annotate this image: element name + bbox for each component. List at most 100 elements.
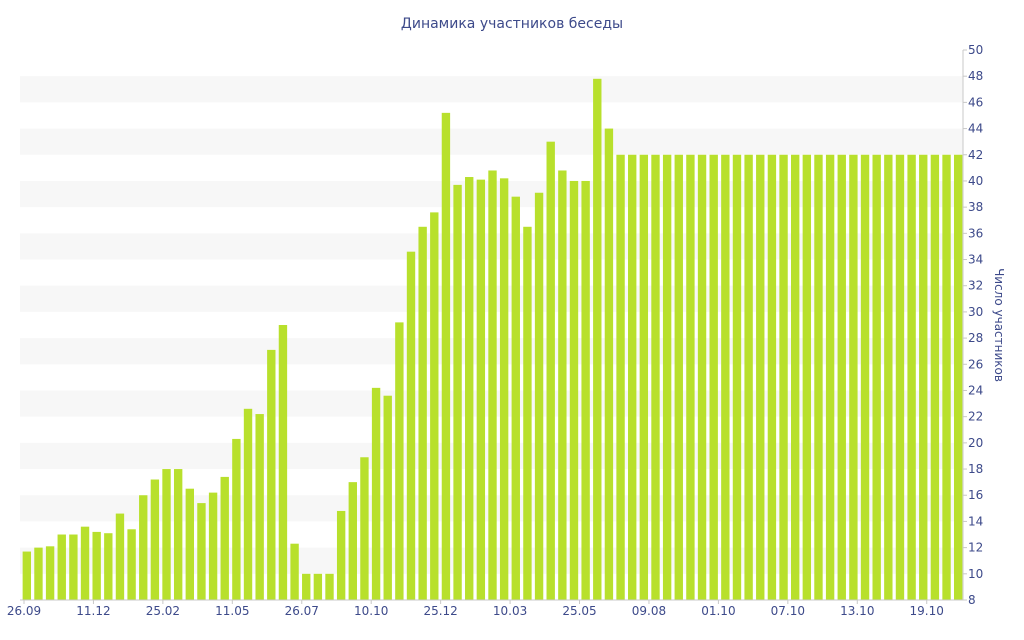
bar[interactable] xyxy=(756,154,765,600)
bar[interactable] xyxy=(767,154,777,600)
bar[interactable] xyxy=(662,154,672,600)
bar[interactable] xyxy=(220,476,229,600)
bar[interactable] xyxy=(907,154,916,600)
bar[interactable] xyxy=(849,154,858,600)
bar[interactable] xyxy=(499,178,509,600)
bar[interactable] xyxy=(511,196,520,601)
bar[interactable] xyxy=(208,492,218,600)
bar[interactable] xyxy=(581,180,590,600)
bar[interactable] xyxy=(232,438,241,600)
bar[interactable] xyxy=(302,573,311,600)
bar[interactable] xyxy=(616,154,625,600)
bar[interactable] xyxy=(441,112,451,601)
bar[interactable] xyxy=(721,154,730,600)
bar[interactable] xyxy=(278,325,288,600)
bar[interactable] xyxy=(953,154,963,600)
bar[interactable] xyxy=(569,180,579,600)
bar[interactable] xyxy=(651,154,660,600)
bar[interactable] xyxy=(255,414,264,600)
x-tick-label: 25.12 xyxy=(423,604,457,618)
chart-title: Динамика участников беседы xyxy=(401,16,623,32)
bar[interactable] xyxy=(709,154,718,600)
bar[interactable] xyxy=(802,154,812,600)
bar[interactable] xyxy=(127,529,136,600)
bar[interactable] xyxy=(872,154,881,600)
bar[interactable] xyxy=(92,531,101,600)
bar[interactable] xyxy=(593,78,602,600)
bar[interactable] xyxy=(488,170,497,601)
y-tick-label: 8 xyxy=(968,593,976,607)
bar[interactable] xyxy=(406,251,416,601)
bar[interactable] xyxy=(546,141,555,601)
bar[interactable] xyxy=(185,488,194,600)
bar[interactable] xyxy=(674,154,683,600)
bar[interactable] xyxy=(942,154,951,600)
bar[interactable] xyxy=(336,510,346,600)
bar[interactable] xyxy=(639,154,649,600)
bar[interactable] xyxy=(604,128,614,600)
bar[interactable] xyxy=(45,546,55,600)
bar[interactable] xyxy=(290,543,299,600)
bar[interactable] xyxy=(22,551,32,600)
x-tick-label: 25.05 xyxy=(562,604,596,618)
bar[interactable] xyxy=(686,154,695,600)
y-axis-title: Число участников xyxy=(992,268,1006,382)
bar[interactable] xyxy=(325,573,334,600)
bar[interactable] xyxy=(383,395,392,600)
y-tick-label: 22 xyxy=(968,410,983,424)
bar[interactable] xyxy=(150,479,160,600)
bar[interactable] xyxy=(197,503,206,600)
bar[interactable] xyxy=(884,154,893,600)
y-tick-label: 46 xyxy=(968,95,983,109)
bar[interactable] xyxy=(523,226,532,601)
bar[interactable] xyxy=(732,154,742,600)
bar[interactable] xyxy=(395,322,404,600)
bar[interactable] xyxy=(534,192,544,601)
bar[interactable] xyxy=(744,154,753,600)
bar[interactable] xyxy=(80,526,90,600)
bar[interactable] xyxy=(139,495,148,600)
bar[interactable] xyxy=(430,212,439,600)
bar[interactable] xyxy=(628,154,637,600)
bar[interactable] xyxy=(814,154,823,600)
x-tick-label: 25.02 xyxy=(146,604,180,618)
x-tick-label: 07.10 xyxy=(771,604,805,618)
bar[interactable] xyxy=(791,154,800,600)
bar[interactable] xyxy=(313,573,323,600)
bar[interactable] xyxy=(919,154,928,600)
y-tick-label: 26 xyxy=(968,357,983,371)
x-tick-label: 13.10 xyxy=(840,604,874,618)
y-tick-label: 36 xyxy=(968,226,983,240)
y-tick-label: 48 xyxy=(968,69,983,83)
y-tick-label: 20 xyxy=(968,436,983,450)
bar[interactable] xyxy=(465,177,474,600)
bar[interactable] xyxy=(476,179,486,600)
bar[interactable] xyxy=(779,154,788,600)
bar[interactable] xyxy=(418,226,427,601)
bar[interactable] xyxy=(162,469,171,600)
bar[interactable] xyxy=(860,154,870,600)
bar[interactable] xyxy=(837,154,846,600)
bar[interactable] xyxy=(115,513,125,600)
bar[interactable] xyxy=(104,533,113,600)
bar[interactable] xyxy=(57,534,66,600)
bar[interactable] xyxy=(267,349,276,600)
bar[interactable] xyxy=(69,534,78,600)
x-tick-label: 10.03 xyxy=(493,604,527,618)
bar[interactable] xyxy=(697,154,707,600)
bar[interactable] xyxy=(243,408,253,600)
bar[interactable] xyxy=(360,457,369,600)
bar[interactable] xyxy=(371,387,381,600)
bar[interactable] xyxy=(558,170,567,601)
bar[interactable] xyxy=(453,184,462,600)
bar[interactable] xyxy=(895,154,905,600)
bar[interactable] xyxy=(34,547,43,600)
x-tick-label: 26.07 xyxy=(285,604,319,618)
bar[interactable] xyxy=(825,154,835,600)
bar[interactable] xyxy=(173,469,183,600)
x-axis-ticks: 26.09 11.12 25.02 11.05 26.07 10.10 25.12 10.03… xyxy=(7,600,944,618)
y-tick-label: 42 xyxy=(968,148,983,162)
bar[interactable] xyxy=(930,154,940,600)
bar[interactable] xyxy=(348,482,357,600)
